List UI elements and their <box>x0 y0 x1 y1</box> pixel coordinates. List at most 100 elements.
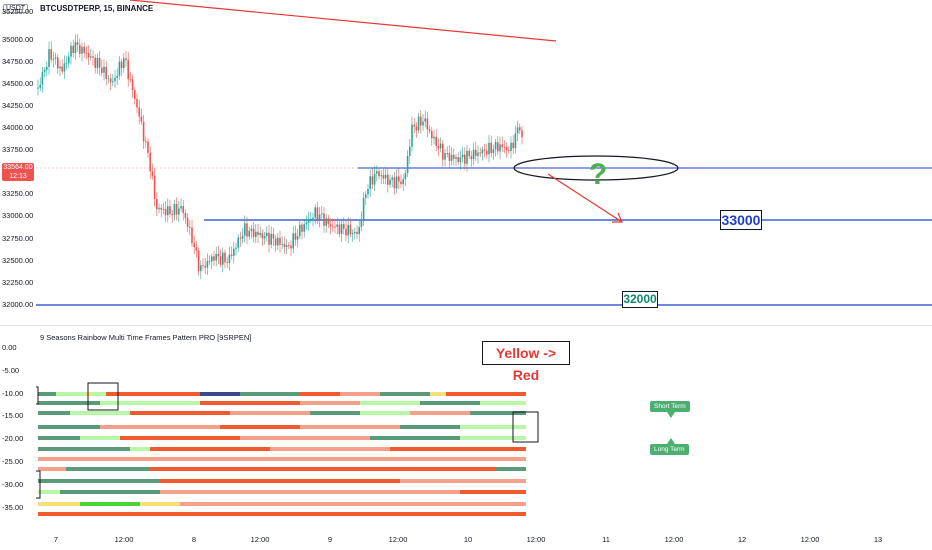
color-note-label[interactable]: Yellow -> Red <box>482 341 570 383</box>
candle-body <box>118 61 121 76</box>
candle-body <box>246 223 248 237</box>
rainbow-segment <box>100 425 220 429</box>
candle-body <box>442 143 444 160</box>
price-tick-label: 32000.00 <box>2 300 34 309</box>
candle-body <box>428 129 431 131</box>
rainbow-segment <box>38 457 150 461</box>
candle-body <box>164 208 167 216</box>
candle-body <box>514 133 517 149</box>
rainbow-segment <box>80 436 120 440</box>
candle-body <box>120 61 123 68</box>
candle-body <box>180 206 182 209</box>
candle-body <box>468 150 470 157</box>
candle-body <box>140 116 143 122</box>
candle-body <box>299 224 301 237</box>
candle-body <box>149 152 151 172</box>
time-tick-label: 12:00 <box>114 535 134 544</box>
level-label-33000[interactable]: 33000 <box>720 210 762 230</box>
candle-body <box>431 130 433 139</box>
long-term-tag[interactable]: Long Term <box>650 444 689 455</box>
price-tick-label: 34000.00 <box>2 123 34 132</box>
candle-body <box>237 237 239 248</box>
candle-body <box>153 175 156 200</box>
candle-body <box>224 252 226 263</box>
candle-body <box>380 175 382 177</box>
candle-body <box>43 69 46 73</box>
rainbow-segment <box>160 479 400 483</box>
candle-body <box>519 127 521 131</box>
price-axis: USDT <box>0 0 36 550</box>
rainbow-segment <box>340 392 380 396</box>
rainbow-segment <box>460 490 526 494</box>
candle-body <box>455 157 457 159</box>
candle-body <box>321 213 323 215</box>
candle-body <box>501 144 503 147</box>
short-term-tag[interactable]: Short Term <box>650 401 690 412</box>
candle-body <box>189 226 191 228</box>
rainbow-segment <box>400 479 526 483</box>
time-tick-label: 12 <box>737 535 747 544</box>
candle-body <box>358 226 360 235</box>
candle-body <box>402 179 404 185</box>
price-tick-label: 33250.00 <box>2 189 34 198</box>
rainbow-segment <box>38 425 100 429</box>
candle-body <box>477 152 479 156</box>
arrow-line <box>547 173 623 223</box>
currency-label[interactable]: USDT <box>3 4 29 13</box>
candle-body <box>294 233 297 240</box>
candle-body <box>226 262 228 264</box>
candle-body <box>131 79 134 90</box>
candle-body <box>197 250 200 272</box>
level-label-32000[interactable]: 32000 <box>622 291 658 308</box>
candle-body <box>512 142 514 149</box>
candle-body <box>61 66 63 72</box>
pane-divider[interactable] <box>0 325 932 326</box>
candle-body <box>360 219 363 227</box>
candle-body <box>54 57 57 59</box>
rainbow-segment <box>390 447 526 451</box>
candle-body <box>57 57 59 69</box>
candle-body <box>332 226 334 228</box>
candle-body <box>239 237 242 239</box>
candle-body <box>48 49 50 67</box>
rainbow-segment <box>480 401 526 405</box>
candle-body <box>347 224 349 236</box>
candle-body <box>215 253 217 261</box>
candle-body <box>259 233 261 236</box>
candle-body <box>156 199 158 210</box>
candle-body <box>475 149 477 156</box>
candle-body <box>109 78 112 83</box>
time-tick-label: 8 <box>191 535 197 544</box>
candle-body <box>81 46 83 54</box>
candle-body <box>435 136 437 146</box>
candle-body <box>318 214 321 220</box>
candle-body <box>127 60 129 80</box>
candle-body <box>505 147 508 151</box>
candle-body <box>112 81 114 83</box>
indicator-title[interactable]: 9 Seasons Rainbow Multi Time Frames Patt… <box>40 333 252 342</box>
candle-body <box>369 176 371 189</box>
candle-body <box>266 232 268 237</box>
candle-body <box>230 254 233 256</box>
candle-body <box>395 176 398 189</box>
candle-body <box>68 56 70 64</box>
candle-body <box>492 149 495 154</box>
rainbow-segment <box>270 447 390 451</box>
current-price-tag: 33564.00 12:13 <box>2 163 34 181</box>
candle-body <box>87 53 90 58</box>
candle-body <box>292 233 294 249</box>
candle-body <box>411 124 413 147</box>
candle-body <box>252 228 255 237</box>
indicator-tick-label: -25.00 <box>2 457 24 466</box>
candle-body <box>116 75 118 78</box>
candle-body <box>136 98 138 108</box>
candle-body <box>213 256 215 261</box>
candle-body <box>173 203 176 216</box>
candle-body <box>83 46 85 53</box>
candle-body <box>516 127 519 134</box>
rainbow-segment <box>80 502 140 506</box>
candle-body <box>182 206 184 214</box>
candle-body <box>279 237 281 245</box>
rainbow-segment <box>38 436 80 440</box>
